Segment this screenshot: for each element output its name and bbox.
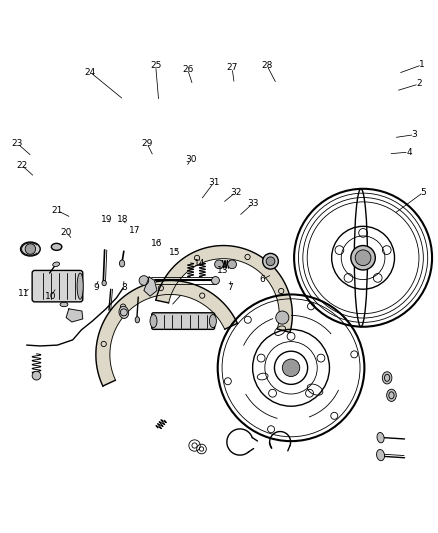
Ellipse shape bbox=[51, 244, 62, 251]
Text: 26: 26 bbox=[182, 64, 193, 74]
Text: 22: 22 bbox=[16, 161, 27, 169]
Text: 21: 21 bbox=[52, 206, 63, 215]
Ellipse shape bbox=[209, 314, 216, 328]
Text: 7: 7 bbox=[227, 283, 233, 292]
Ellipse shape bbox=[119, 306, 129, 318]
Text: 32: 32 bbox=[230, 188, 241, 197]
Text: 30: 30 bbox=[185, 155, 196, 164]
Text: 28: 28 bbox=[261, 61, 273, 70]
FancyBboxPatch shape bbox=[32, 270, 83, 302]
Ellipse shape bbox=[120, 260, 125, 267]
Circle shape bbox=[215, 260, 223, 269]
Circle shape bbox=[355, 250, 371, 265]
Text: 25: 25 bbox=[150, 61, 161, 70]
Ellipse shape bbox=[377, 449, 385, 461]
Text: 23: 23 bbox=[11, 139, 23, 148]
Text: 33: 33 bbox=[247, 199, 259, 208]
Circle shape bbox=[266, 257, 275, 265]
Polygon shape bbox=[96, 280, 237, 386]
Text: 10: 10 bbox=[45, 292, 57, 301]
Text: 27: 27 bbox=[226, 63, 238, 72]
Text: 16: 16 bbox=[151, 239, 163, 248]
Ellipse shape bbox=[21, 242, 40, 256]
Text: 17: 17 bbox=[129, 226, 141, 235]
Ellipse shape bbox=[387, 389, 396, 401]
Text: 15: 15 bbox=[169, 248, 180, 257]
Circle shape bbox=[25, 244, 35, 254]
Ellipse shape bbox=[139, 276, 149, 285]
Text: 1: 1 bbox=[419, 60, 425, 69]
Polygon shape bbox=[66, 309, 83, 322]
Text: 19: 19 bbox=[101, 215, 112, 224]
Text: 24: 24 bbox=[85, 68, 96, 77]
Circle shape bbox=[228, 260, 237, 269]
Ellipse shape bbox=[150, 314, 157, 328]
Text: 29: 29 bbox=[141, 139, 153, 148]
Text: 6: 6 bbox=[259, 275, 265, 284]
Circle shape bbox=[276, 311, 289, 324]
Polygon shape bbox=[156, 246, 292, 333]
Circle shape bbox=[283, 359, 300, 376]
Circle shape bbox=[32, 372, 41, 380]
Ellipse shape bbox=[102, 280, 106, 286]
Polygon shape bbox=[144, 277, 157, 296]
Circle shape bbox=[351, 246, 375, 270]
Text: 8: 8 bbox=[121, 283, 127, 292]
Text: 18: 18 bbox=[117, 215, 129, 224]
Text: 3: 3 bbox=[412, 130, 417, 139]
Text: 11: 11 bbox=[18, 289, 29, 298]
Text: 4: 4 bbox=[406, 148, 412, 157]
Text: 31: 31 bbox=[208, 178, 219, 187]
Ellipse shape bbox=[382, 372, 392, 384]
Ellipse shape bbox=[60, 302, 68, 306]
Ellipse shape bbox=[77, 273, 83, 299]
Ellipse shape bbox=[377, 432, 384, 443]
FancyBboxPatch shape bbox=[152, 313, 215, 329]
Ellipse shape bbox=[212, 277, 219, 285]
Text: 20: 20 bbox=[60, 228, 72, 237]
Ellipse shape bbox=[135, 317, 140, 323]
Circle shape bbox=[263, 253, 279, 269]
Text: 5: 5 bbox=[420, 188, 426, 197]
Text: 13: 13 bbox=[217, 266, 228, 276]
Ellipse shape bbox=[53, 262, 60, 266]
Text: 2: 2 bbox=[416, 79, 422, 88]
Text: 14: 14 bbox=[194, 259, 205, 268]
Text: 9: 9 bbox=[93, 283, 99, 292]
